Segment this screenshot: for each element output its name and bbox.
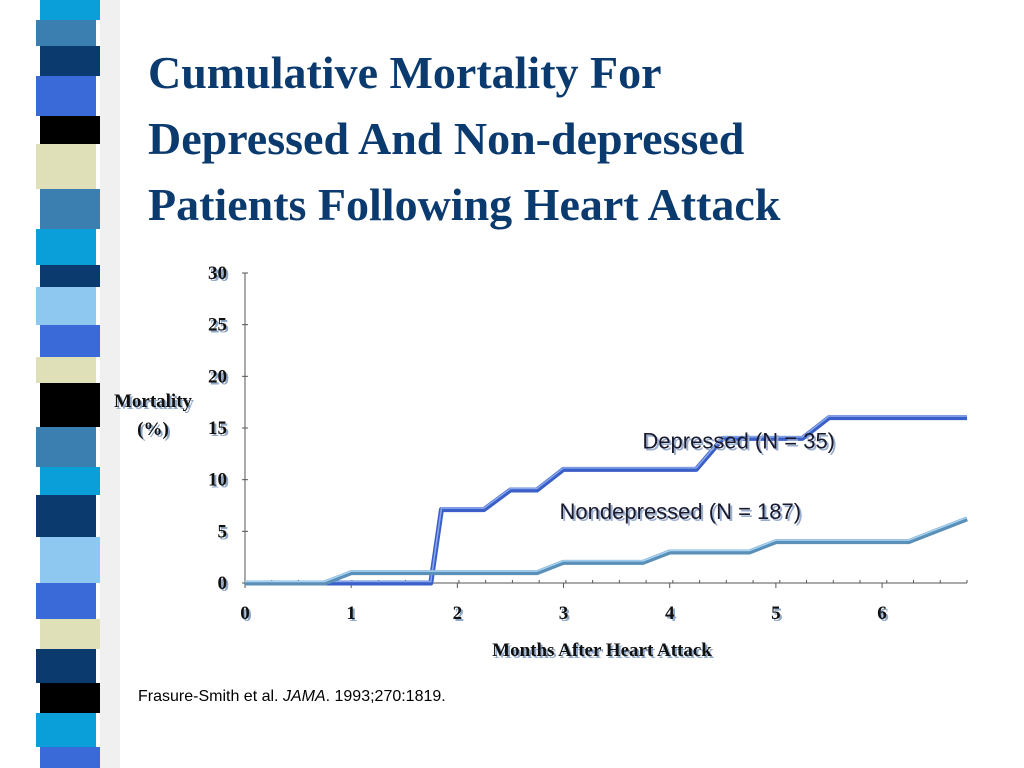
stripe-block xyxy=(40,747,100,768)
title-line-1: Cumulative Mortality For xyxy=(148,47,662,98)
y-tick-label: 20 xyxy=(208,366,227,387)
series-highlight xyxy=(245,415,967,583)
y-tick-label-shadow: 10 xyxy=(210,472,229,493)
stripe-block xyxy=(40,116,100,144)
stripe-block xyxy=(36,357,96,383)
stripe-block xyxy=(36,649,96,683)
series-highlight xyxy=(245,516,968,583)
stripe-shadow xyxy=(100,0,120,768)
stripe-block xyxy=(36,583,96,619)
x-tick-label: 5 xyxy=(771,603,781,624)
source-citation: Frasure-Smith et al. JAMA. 1993;270:1819… xyxy=(138,688,446,706)
stripe-block xyxy=(40,0,100,20)
x-tick-label-shadow: 4 xyxy=(667,605,677,626)
stripe-block xyxy=(36,229,96,265)
x-tick-label-shadow: 6 xyxy=(879,605,889,626)
x-tick-label: 2 xyxy=(453,603,463,624)
y-axis-title-shadow: (%) xyxy=(139,421,171,442)
stripe-block xyxy=(40,467,100,495)
stripe-block xyxy=(36,20,96,46)
stripe-block xyxy=(36,713,96,747)
x-tick-label-shadow: 3 xyxy=(561,605,571,626)
x-tick-label-shadow: 0 xyxy=(242,605,252,626)
y-tick-label: 5 xyxy=(218,521,228,542)
stripe-block xyxy=(40,619,100,649)
y-axis-title-line: (%) xyxy=(137,419,169,440)
title-line-2: Depressed And Non-depressed xyxy=(148,113,745,164)
y-tick-label-shadow: 0 xyxy=(220,575,230,596)
x-tick-label: 1 xyxy=(346,603,356,624)
stripe-block xyxy=(40,537,100,583)
stripe-block xyxy=(36,287,96,325)
stripe-block xyxy=(40,46,100,76)
series-label: Depressed (N = 35) xyxy=(642,429,835,454)
title-line-3: Patients Following Heart Attack xyxy=(148,179,781,230)
stripe-block xyxy=(36,76,96,116)
decorative-stripe xyxy=(36,0,120,768)
y-tick-label: 10 xyxy=(208,470,227,491)
y-tick-label: 30 xyxy=(208,263,227,284)
x-tick-label-shadow: 1 xyxy=(348,605,358,626)
y-axis-title-shadow: Mortality xyxy=(116,393,195,414)
x-axis-title: Months After Heart Attack xyxy=(492,640,712,661)
y-tick-label-shadow: 30 xyxy=(210,265,229,286)
x-tick-label-shadow: 5 xyxy=(773,605,783,626)
stripe-block xyxy=(40,265,100,287)
stripe-block xyxy=(40,383,100,427)
y-tick-label-shadow: 5 xyxy=(220,523,230,544)
stripe-block xyxy=(36,144,96,189)
y-tick-label-shadow: 15 xyxy=(210,420,229,441)
slide-title: Cumulative Mortality For Depressed And N… xyxy=(148,40,1008,238)
x-tick-label: 6 xyxy=(877,603,887,624)
x-tick-label: 3 xyxy=(559,603,569,624)
stripe-block xyxy=(40,325,100,357)
y-tick-label-shadow: 25 xyxy=(210,317,229,338)
x-tick-label: 0 xyxy=(240,603,250,624)
x-tick-label: 4 xyxy=(665,603,675,624)
source-authors: Frasure-Smith et al. xyxy=(138,688,279,705)
y-axis-title-line: Mortality xyxy=(114,391,193,412)
series-label-shadow: Depressed (N = 35) xyxy=(644,431,837,456)
stripe-block xyxy=(40,189,100,229)
stripe-block xyxy=(36,495,96,537)
y-tick-label: 15 xyxy=(208,418,227,439)
series-line-nondepressed xyxy=(245,516,968,586)
y-tick-label: 0 xyxy=(218,573,228,594)
source-journal: JAMA xyxy=(282,688,326,705)
series-label: Nondepressed (N = 187) xyxy=(560,499,802,524)
y-tick-label: 25 xyxy=(208,315,227,336)
stripe-block xyxy=(40,683,100,713)
x-axis-title-shadow: Months After Heart Attack xyxy=(494,642,714,663)
source-details: . 1993;270:1819. xyxy=(325,688,446,705)
y-tick-label-shadow: 20 xyxy=(210,368,229,389)
x-tick-label-shadow: 2 xyxy=(455,605,465,626)
stripe-block xyxy=(36,427,96,467)
series-label-shadow: Nondepressed (N = 187) xyxy=(562,501,804,526)
